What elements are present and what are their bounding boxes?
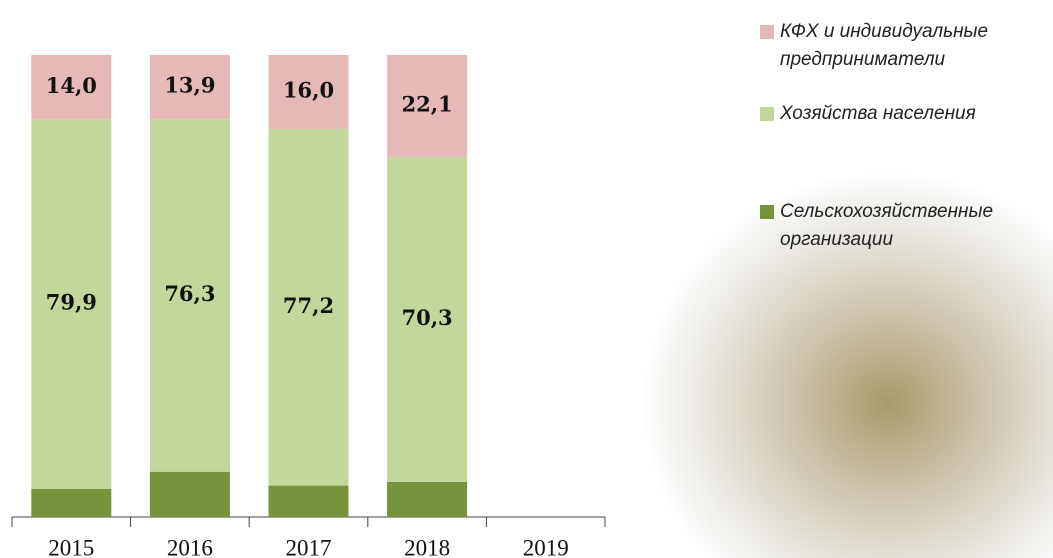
bar-segment: [387, 55, 468, 158]
data-label: 22,1: [402, 92, 453, 117]
bar-segment: [149, 55, 230, 120]
data-label: 16,0: [283, 77, 334, 102]
data-label: 77,2: [283, 293, 334, 318]
x-tick-label: 2019: [523, 535, 569, 558]
data-label: 76,3: [164, 281, 215, 306]
x-tick-label: 2015: [48, 535, 94, 558]
data-label: 14,0: [46, 73, 97, 98]
x-tick-label: 2017: [286, 535, 332, 558]
x-tick-label: 2016: [167, 535, 213, 558]
bar-segment: [268, 485, 349, 517]
data-label: 13,9: [164, 73, 215, 98]
legend-item: Сельскохозяйственные организации: [760, 198, 1040, 254]
data-label: 79,9: [46, 290, 97, 315]
bar-segment: [268, 55, 349, 129]
bar-segment: [149, 119, 230, 472]
legend-label: КФХ и индивидуальные предприниматели: [780, 21, 989, 70]
bar-segment: [387, 157, 468, 482]
bar-segment: [387, 481, 468, 517]
photo-background: [640, 170, 1053, 558]
legend-label: Хозяйства населения: [780, 103, 976, 124]
legend-swatch: [760, 25, 774, 39]
bar-segment: [31, 55, 112, 120]
legend-item: Хозяйства населения: [760, 100, 1040, 128]
legend-label: Сельскохозяйственные организации: [780, 201, 994, 250]
bar-segment: [268, 128, 349, 486]
bar-segment: [31, 488, 112, 517]
legend-item: КФХ и индивидуальные предприниматели: [760, 18, 1040, 74]
bar-segment: [31, 119, 112, 489]
legend-swatch: [760, 205, 774, 219]
bar-segment: [149, 471, 230, 517]
x-tick-label: 2018: [404, 535, 450, 558]
legend-swatch: [760, 107, 774, 121]
data-label: 70,3: [402, 305, 453, 330]
